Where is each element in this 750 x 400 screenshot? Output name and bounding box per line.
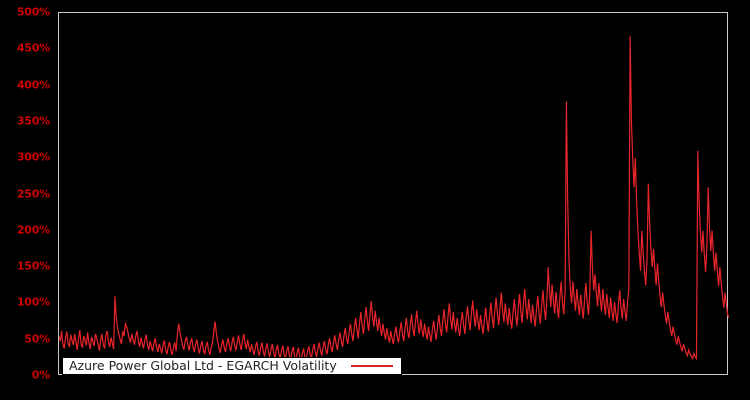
y-axis-tick-label: 250% xyxy=(16,187,50,200)
volatility-line-series xyxy=(59,36,729,363)
y-axis-tick-label: 200% xyxy=(16,223,50,237)
legend-line-swatch xyxy=(350,365,393,367)
y-axis-tick-label: 450% xyxy=(16,41,50,55)
plot-area xyxy=(58,12,729,375)
legend-label: Azure Power Global Ltd - EGARCH Volatili… xyxy=(69,357,337,373)
y-axis-tick-label: 300% xyxy=(16,150,50,164)
y-axis-tick-label: 0% xyxy=(31,368,50,382)
y-axis-tick-label: 400% xyxy=(16,78,50,92)
y-axis-tick-label: 350% xyxy=(16,114,50,128)
y-axis-tick-label: 100% xyxy=(16,295,50,309)
y-axis-tick-label: 500% xyxy=(16,5,50,19)
y-axis: 500% 450% 400% 350% 300% 250% 200% 150% 100% 50% 0… xyxy=(0,0,58,400)
y-axis-tick-label: 150% xyxy=(16,259,50,273)
y-axis-tick-label: 50% xyxy=(24,332,50,346)
chart-legend: Azure Power Global Ltd - EGARCH Volatili… xyxy=(62,357,402,375)
